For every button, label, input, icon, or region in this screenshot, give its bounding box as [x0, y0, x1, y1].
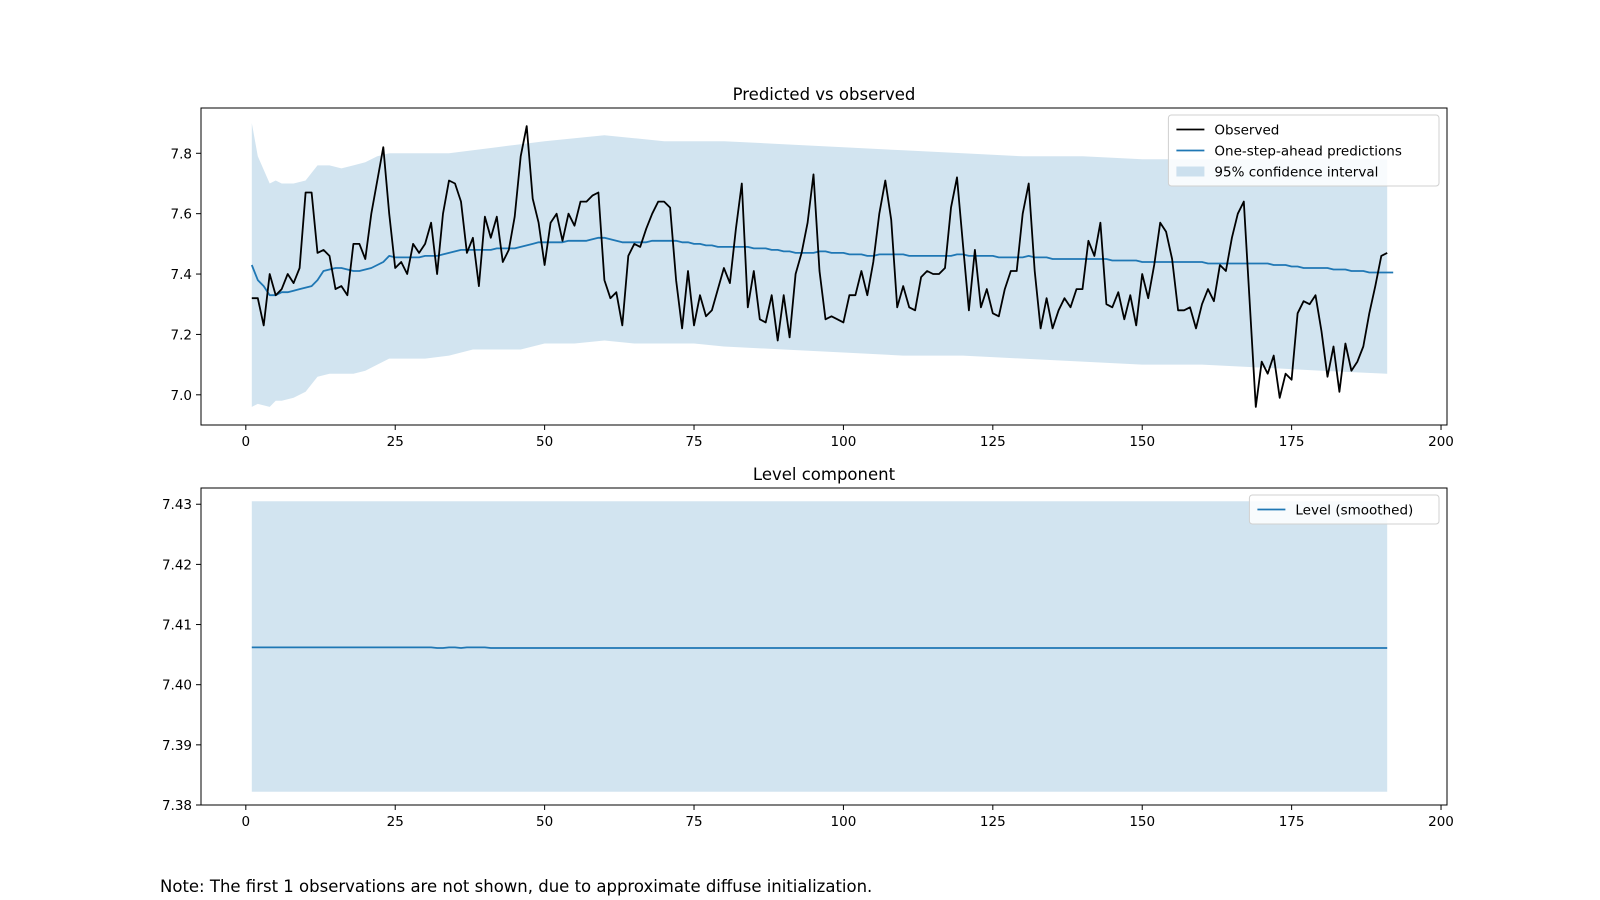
series-line-observed [251, 125, 1388, 408]
series-line-one-step-ahead-predictions [250, 236, 1394, 297]
chart-panel-2: 0 25 50 75 100 125 150 175 200 7.38 7.39 7.40 7.41 7.… [162, 465, 1454, 830]
y-tick-label: 7.8 [171, 146, 192, 162]
x-tick-label: 125 [980, 814, 1006, 830]
x-tick-label: 0 [242, 814, 251, 830]
y-tick-label: 7.39 [162, 738, 192, 754]
legend-label: Level (smoothed) [1295, 503, 1413, 519]
x-tick-label: 200 [1428, 814, 1454, 830]
x-tick-label: 175 [1279, 434, 1305, 450]
confidence-band [251, 501, 1388, 792]
y-tick-label: 7.0 [171, 388, 192, 404]
y-tick-label: 7.40 [162, 678, 192, 694]
x-tick-label: 100 [831, 434, 857, 450]
plot-frame [200, 107, 1448, 426]
chart-title: Level component [753, 465, 896, 484]
legend-label: One-step-ahead predictions [1214, 144, 1401, 160]
x-tick-label: 100 [831, 814, 857, 830]
chart-panel-1: 0 25 50 75 100 125 150 175 200 7.0 7.2 7.4 7.6 7.8 Pre… [171, 85, 1454, 450]
y-tick-label: 7.42 [162, 557, 192, 573]
x-tick-label: 75 [685, 814, 702, 830]
legend-box [1248, 494, 1440, 525]
x-tick-label: 25 [387, 814, 404, 830]
y-tick-label: 7.38 [162, 798, 192, 814]
x-tick-label: 75 [685, 434, 702, 450]
x-tick-label: 50 [536, 814, 553, 830]
legend: Observed One-step-ahead predictions 95% co… [1167, 114, 1440, 187]
legend-label: 95% confidence interval [1214, 165, 1378, 181]
plot-frame [200, 487, 1448, 806]
legend-box [1167, 114, 1440, 187]
x-tick-label: 175 [1279, 814, 1305, 830]
chart-title: Predicted vs observed [733, 85, 916, 104]
x-tick-label: 0 [242, 434, 251, 450]
footnote: Note: The first 1 observations are not s… [160, 877, 873, 896]
y-tick-label: 7.41 [162, 618, 192, 634]
legend-swatch-band [1176, 166, 1205, 177]
x-tick-label: 50 [536, 434, 553, 450]
x-tick-label: 200 [1428, 434, 1454, 450]
y-tick-label: 7.2 [171, 327, 192, 343]
y-tick-label: 7.4 [171, 267, 192, 283]
x-tick-label: 150 [1129, 814, 1155, 830]
legend: Level (smoothed) [1248, 494, 1440, 525]
y-tick-label: 7.6 [171, 207, 192, 223]
legend-label: Observed [1214, 123, 1279, 139]
series-line-level-smoothed [251, 646, 1388, 649]
x-tick-label: 25 [387, 434, 404, 450]
y-tick-label: 7.43 [162, 497, 192, 513]
x-tick-label: 125 [980, 434, 1006, 450]
x-tick-label: 150 [1129, 434, 1155, 450]
